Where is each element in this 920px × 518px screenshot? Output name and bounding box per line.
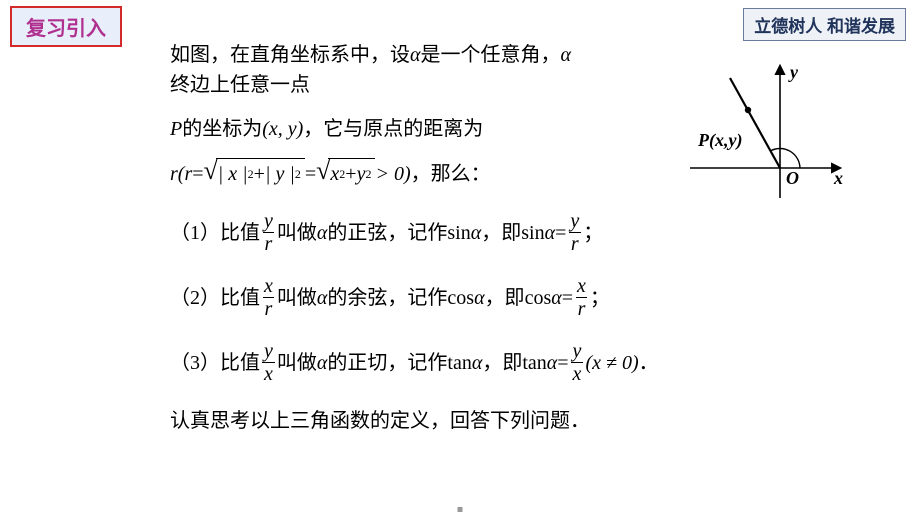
gt0: > 0)	[375, 159, 410, 189]
origin-label: O	[786, 168, 799, 188]
semi: ；	[583, 218, 603, 248]
cos: cos	[525, 287, 552, 309]
closing: 认真思考以上三角函数的定义，回答下列问题．	[170, 406, 590, 436]
alpha: α	[410, 40, 421, 70]
motto-badge: 立德树人 和谐发展	[743, 8, 906, 41]
plus: +	[345, 159, 356, 189]
t: 叫做	[277, 218, 317, 248]
P: P	[170, 114, 182, 144]
frac-y-r: yr	[262, 211, 275, 254]
a: α	[545, 222, 556, 244]
tan: tan	[447, 352, 471, 374]
a: α	[551, 287, 562, 309]
coordinate-diagram: y x O P(x,y)	[670, 58, 850, 208]
absy: | y |	[265, 159, 295, 189]
period: ．	[639, 348, 659, 378]
xneq0: (x ≠ 0)	[585, 348, 638, 378]
motto-badge-text: 立德树人 和谐发展	[754, 17, 895, 36]
t: 叫做	[277, 283, 317, 313]
plus: +	[254, 159, 265, 189]
cos: cos	[447, 287, 474, 309]
t: （3）比值	[170, 348, 260, 378]
t: 的余弦，记作	[327, 283, 447, 313]
closing-line: 认真思考以上三角函数的定义，回答下列问题．	[170, 406, 850, 436]
eq: =	[557, 348, 568, 378]
y: y	[357, 159, 366, 189]
t: 是一个任意角，	[421, 40, 561, 70]
a: α	[471, 222, 482, 244]
t: （2）比值	[170, 283, 260, 313]
review-badge: 复习引入	[10, 6, 122, 47]
t: ，它与原点的距离为	[303, 114, 483, 144]
eq: =	[305, 159, 316, 189]
a: α	[472, 352, 483, 374]
item-2: （2）比值 xr 叫做 α 的余弦，记作 cosα ，即 cosα = xr ；	[170, 276, 850, 319]
t: （1）比值	[170, 218, 260, 248]
t: 终边上任意一点	[170, 70, 310, 100]
frac-y-x: yx	[571, 341, 584, 384]
sqrt1: √ | x |2 + | y |2	[204, 158, 305, 189]
alpha: α	[317, 348, 328, 378]
point-P	[745, 107, 751, 113]
x-label: x	[833, 168, 843, 188]
absx: | x |	[218, 159, 248, 189]
page-indicator	[458, 507, 463, 512]
alpha: α	[317, 283, 328, 313]
r: r(r	[170, 159, 192, 189]
tan: tan	[522, 352, 546, 374]
t: 的坐标为	[182, 114, 262, 144]
eq: =	[562, 283, 573, 313]
intro-line-1: 如图，在直角坐标系中，设 α 是一个任意角， α 终边上任意一点	[170, 40, 590, 100]
ie: ，即	[481, 218, 521, 248]
sin: sin	[447, 222, 470, 244]
ie: ，即	[485, 283, 525, 313]
point-label: P(x,y)	[697, 130, 742, 151]
then: ，那么：	[411, 159, 491, 189]
item-1: （1）比值 yr 叫做 α 的正弦，记作 sinα ，即 sinα = yr ；	[170, 211, 850, 254]
a: α	[474, 287, 485, 309]
frac-y-r: yr	[568, 211, 581, 254]
frac-y-x: yx	[262, 341, 275, 384]
t: 如图，在直角坐标系中，设	[170, 40, 410, 70]
alpha: α	[317, 218, 328, 248]
alpha: α	[561, 40, 572, 70]
t: 的正切，记作	[327, 348, 447, 378]
t: 叫做	[277, 348, 317, 378]
frac-x-r: xr	[575, 276, 588, 319]
xy: (x, y)	[262, 114, 303, 144]
y-label: y	[788, 62, 799, 82]
eq: =	[555, 218, 566, 248]
x: x	[330, 159, 339, 189]
terminal-side	[730, 78, 780, 168]
item-3: （3）比值 yx 叫做 α 的正切，记作 tanα ，即 tanα = yx (…	[170, 341, 850, 384]
a: α	[547, 352, 558, 374]
ie: ，即	[482, 348, 522, 378]
sqrt2: √ x2 + y2	[316, 158, 375, 189]
semi: ；	[590, 283, 610, 313]
sin: sin	[521, 222, 544, 244]
review-badge-text: 复习引入	[26, 18, 106, 40]
frac-x-r: xr	[262, 276, 275, 319]
t: 的正弦，记作	[327, 218, 447, 248]
eq: =	[192, 159, 203, 189]
